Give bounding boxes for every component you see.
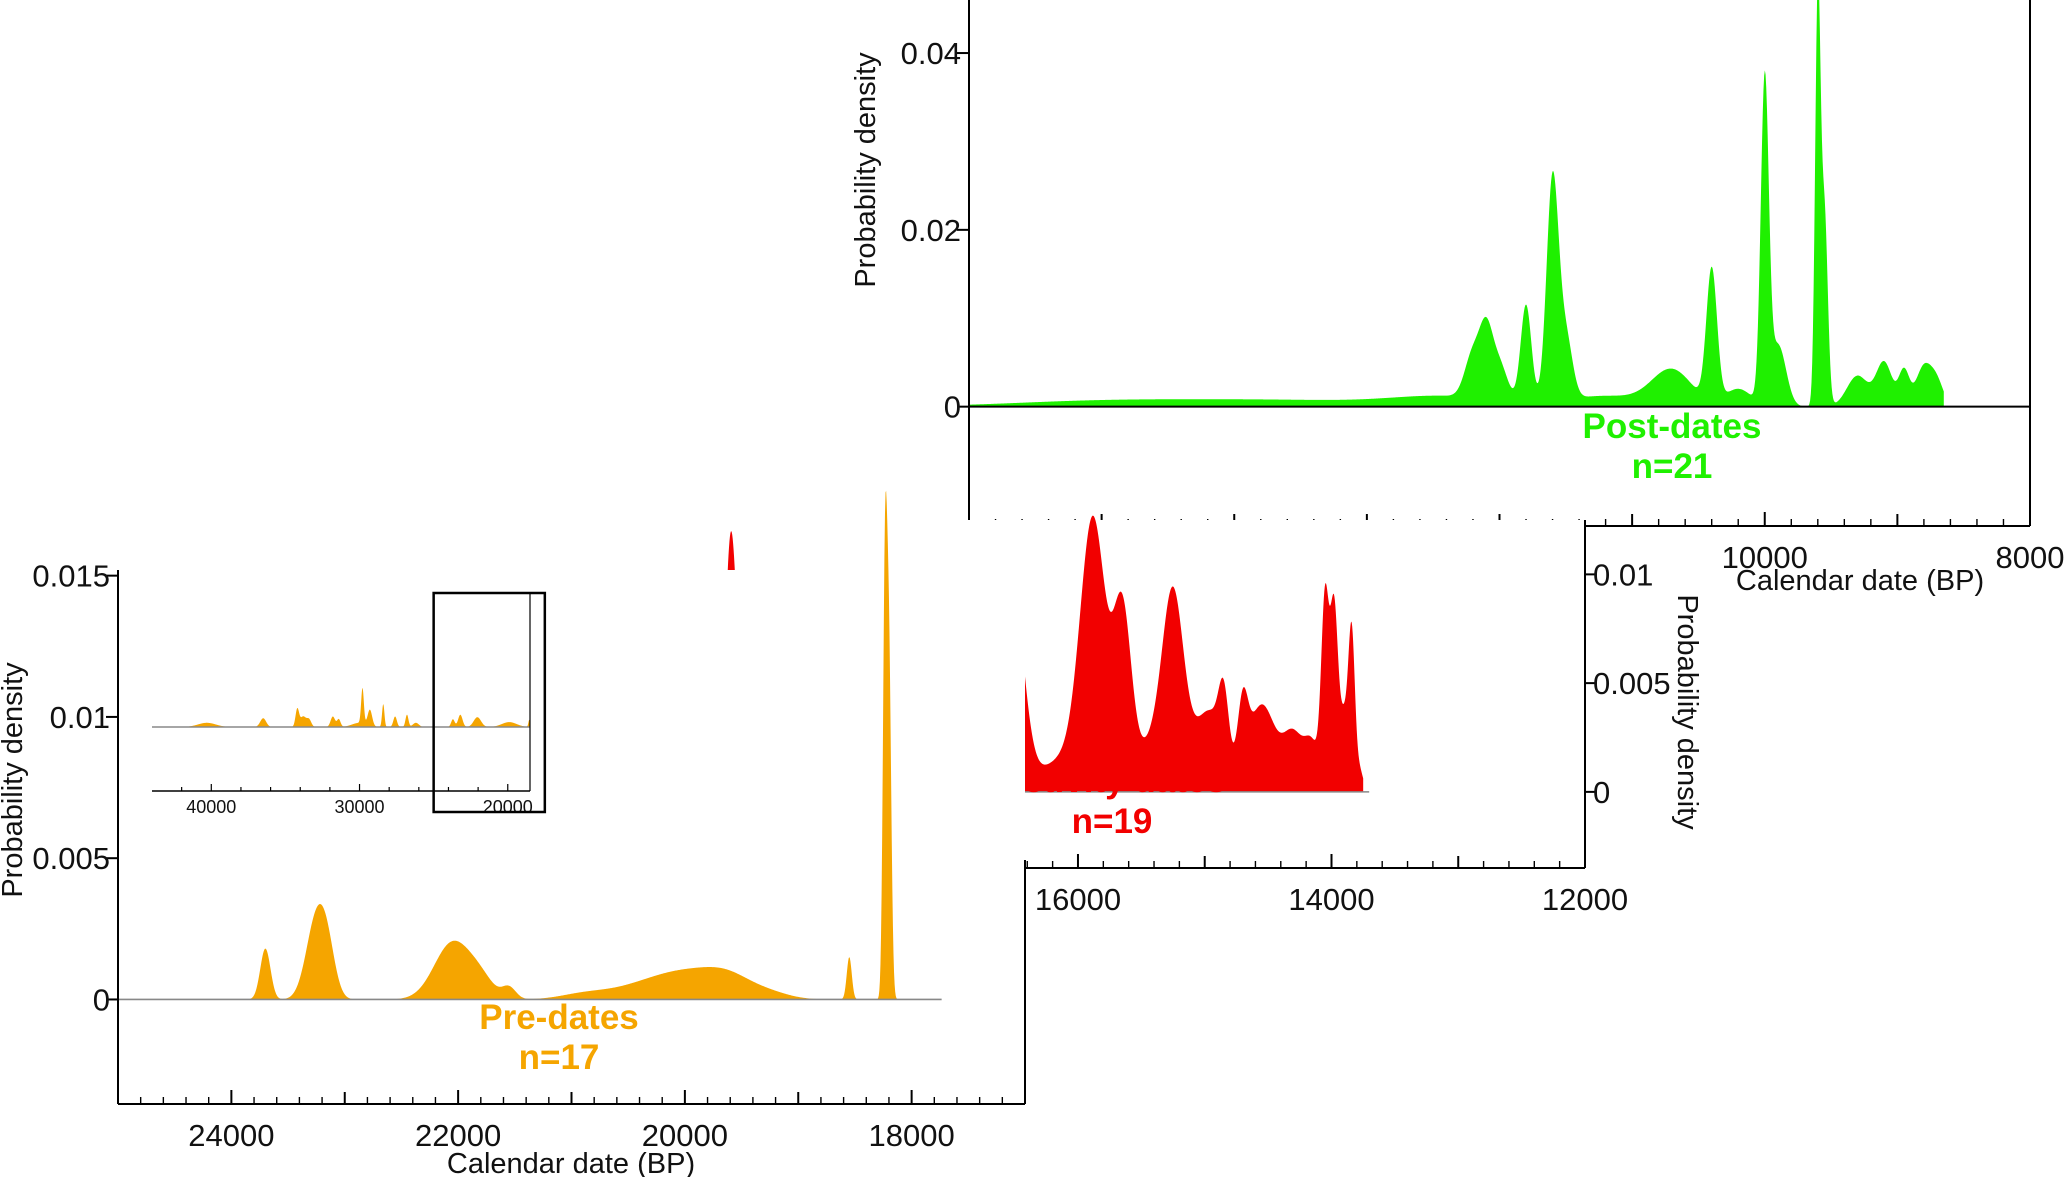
inset-x-tick-label: 20000 <box>483 797 533 817</box>
pre-dates-x-tick-label: 20000 <box>642 1118 728 1153</box>
activity-dates-x-tick-label: 12000 <box>1542 882 1628 917</box>
post-dates-y-tick-label: 0.04 <box>901 36 961 71</box>
post-dates-label: Post-dates <box>1583 407 1762 446</box>
pre-dates-y-tick-label: 0.015 <box>32 559 110 594</box>
inset-background <box>150 600 534 815</box>
pre-dates-y-tick-label: 0.005 <box>32 841 110 876</box>
activity-dates-y-tick-label: 0.005 <box>1593 666 1671 701</box>
post-dates-y-tick-label: 0.02 <box>901 213 961 248</box>
activity-dates-x-tick-label: 14000 <box>1288 882 1374 917</box>
pre-dates-inset-panel: 40000 30000 20000 <box>150 591 547 817</box>
post-dates-y-axis-title: Probability density <box>850 52 882 288</box>
activity-dates-y-tick-label: 0.01 <box>1593 557 1653 592</box>
pre-dates-y-tick-label: 0 <box>93 982 110 1017</box>
inset-x-tick-label: 40000 <box>186 797 236 817</box>
post-dates-panel: 10000 8000 0 0.02 0.04 Calendar date (BP) Prob… <box>850 0 2064 597</box>
activity-dates-count: n=19 <box>1072 802 1153 841</box>
inset-x-tick-label: 30000 <box>334 797 384 817</box>
pre-dates-x-axis-title: Calendar date (BP) <box>447 1148 695 1177</box>
pre-dates-y-axis-title: Probability density <box>0 662 29 898</box>
activity-dates-y-axis-title: Probability density <box>1671 594 1703 830</box>
pre-dates-y-tick-label: 0.01 <box>50 700 110 735</box>
activity-dates-y-tick-label: 0 <box>1593 775 1610 810</box>
activity-dates-density-area <box>723 515 1364 792</box>
pre-dates-x-tick-label: 22000 <box>415 1118 501 1153</box>
pre-dates-label: Pre-dates <box>479 998 639 1037</box>
post-dates-x-tick-label: 8000 <box>1996 540 2065 575</box>
activity-dates-x-tick-label: 16000 <box>1035 882 1121 917</box>
post-dates-background <box>969 0 2030 526</box>
pre-dates-x-tick-label: 18000 <box>869 1118 955 1153</box>
post-dates-x-axis-title: Calendar date (BP) <box>1736 565 1984 597</box>
post-dates-count: n=21 <box>1632 447 1713 486</box>
inset-highlight-box <box>432 591 547 814</box>
activity-dates-label: Activity dates <box>998 761 1226 800</box>
pre-dates-count: n=17 <box>519 1038 600 1077</box>
post-dates-y-tick-label: 0 <box>944 390 961 425</box>
pre-dates-x-tick-label: 24000 <box>188 1118 274 1153</box>
post-dates-x-tick-label: 10000 <box>1722 540 1808 575</box>
